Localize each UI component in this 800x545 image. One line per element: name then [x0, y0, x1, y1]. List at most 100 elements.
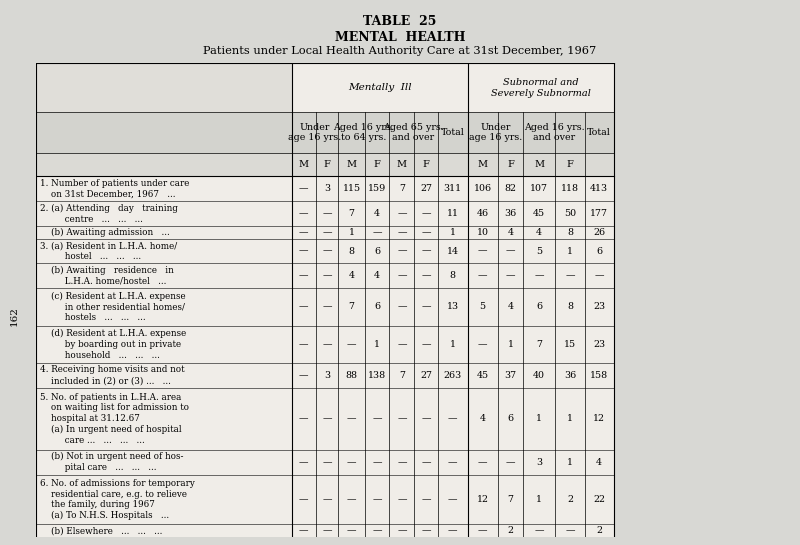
Text: 12: 12 [477, 495, 489, 504]
Bar [36, 112, 614, 153]
Text: 7: 7 [507, 495, 514, 504]
Text: —: — [478, 526, 487, 535]
Text: —: — [346, 458, 356, 467]
Text: 1: 1 [450, 340, 456, 349]
Text: 7: 7 [399, 371, 405, 380]
Text: 1: 1 [349, 228, 354, 237]
Text: —: — [372, 495, 382, 504]
Text: 4: 4 [596, 458, 602, 467]
Text: 7: 7 [536, 340, 542, 349]
Text: 413: 413 [590, 184, 608, 193]
Text: —: — [322, 495, 332, 504]
Text: —: — [299, 414, 309, 423]
Text: —: — [346, 414, 356, 423]
Text: F: F [566, 160, 574, 169]
Text: 6: 6 [596, 246, 602, 256]
Text: 118: 118 [561, 184, 579, 193]
Text: 3: 3 [536, 458, 542, 467]
Text: —: — [478, 246, 487, 256]
Text: Under
age 16 yrs.: Under age 16 yrs. [469, 123, 522, 142]
Text: 5. No. of patients in L.H.A. area
    on waiting list for admission to
    hospi: 5. No. of patients in L.H.A. area on wai… [40, 393, 189, 445]
Text: Mentally  Ill: Mentally Ill [348, 83, 411, 92]
Text: —: — [372, 526, 382, 535]
Text: M: M [346, 160, 357, 169]
Text: —: — [478, 458, 487, 467]
Text: 1. Number of patients under care
    on 31st December, 1967   ...: 1. Number of patients under care on 31st… [40, 179, 189, 199]
Text: —: — [322, 414, 332, 423]
Text: —: — [397, 271, 406, 280]
Text: —: — [322, 228, 332, 237]
Text: 1: 1 [374, 340, 380, 349]
Text: 13: 13 [446, 302, 458, 311]
Text: —: — [397, 414, 406, 423]
Text: 106: 106 [474, 184, 492, 193]
Text: 26: 26 [593, 228, 606, 237]
Text: —: — [448, 526, 458, 535]
Text: Aged 16 yrs.
and over: Aged 16 yrs. and over [524, 123, 585, 142]
Text: 177: 177 [590, 209, 608, 218]
Text: 1: 1 [507, 340, 514, 349]
Text: 50: 50 [564, 209, 576, 218]
Text: —: — [299, 495, 309, 504]
Text: Aged 65 yrs.
and over: Aged 65 yrs. and over [383, 123, 444, 142]
Text: —: — [299, 228, 309, 237]
Text: 2. (a) Attending   day   training
         centre   ...   ...   ...: 2. (a) Attending day training centre ...… [40, 204, 178, 223]
Text: —: — [506, 246, 515, 256]
Text: —: — [299, 184, 309, 193]
Text: 7: 7 [399, 184, 405, 193]
Text: —: — [299, 526, 309, 535]
Text: —: — [299, 302, 309, 311]
Text: (c) Resident at L.H.A. expense
         in other residential homes/
         hos: (c) Resident at L.H.A. expense in other … [40, 292, 186, 322]
Text: 46: 46 [477, 209, 489, 218]
Text: 11: 11 [446, 209, 458, 218]
Text: 23: 23 [593, 302, 606, 311]
Text: 2: 2 [507, 526, 514, 535]
Text: —: — [322, 340, 332, 349]
Text: 4: 4 [507, 302, 514, 311]
Text: 37: 37 [505, 371, 517, 380]
Text: 8: 8 [567, 302, 573, 311]
Text: —: — [322, 458, 332, 467]
Text: —: — [397, 228, 406, 237]
Text: —: — [421, 340, 430, 349]
Text: 2: 2 [567, 495, 573, 504]
Text: (b) Elsewhere   ...   ...   ...: (b) Elsewhere ... ... ... [40, 526, 162, 535]
Text: —: — [534, 271, 544, 280]
Text: 10: 10 [477, 228, 489, 237]
Text: 6: 6 [374, 246, 380, 256]
Text: (d) Resident at L.H.A. expense
         by boarding out in private
         hous: (d) Resident at L.H.A. expense by boardi… [40, 329, 186, 360]
Text: 27: 27 [420, 184, 432, 193]
Text: 6: 6 [536, 302, 542, 311]
Text: 5: 5 [480, 302, 486, 311]
Text: 27: 27 [420, 371, 432, 380]
Text: —: — [322, 246, 332, 256]
Text: 6: 6 [374, 302, 380, 311]
Text: —: — [421, 526, 430, 535]
Text: 158: 158 [590, 371, 608, 380]
Text: F: F [507, 160, 514, 169]
Text: —: — [299, 458, 309, 467]
Text: 4: 4 [374, 209, 380, 218]
Text: Total: Total [587, 128, 611, 137]
Text: —: — [421, 302, 430, 311]
Text: —: — [421, 246, 430, 256]
Text: Aged 16 yrs.
to 64 yrs.: Aged 16 yrs. to 64 yrs. [334, 123, 394, 142]
Text: 1: 1 [536, 414, 542, 423]
Text: 8: 8 [349, 246, 354, 256]
Text: 82: 82 [505, 184, 517, 193]
Text: —: — [299, 340, 309, 349]
Text: M: M [397, 160, 407, 169]
Text: —: — [397, 246, 406, 256]
Text: 115: 115 [342, 184, 361, 193]
Text: Subnormal and
Severely Subnormal: Subnormal and Severely Subnormal [490, 77, 590, 98]
Text: 3: 3 [324, 184, 330, 193]
Text: 5: 5 [536, 246, 542, 256]
Text: —: — [594, 271, 604, 280]
Text: —: — [397, 340, 406, 349]
Bar [36, 63, 614, 537]
Text: 2: 2 [596, 526, 602, 535]
Text: TABLE  25: TABLE 25 [363, 15, 437, 28]
Text: —: — [421, 209, 430, 218]
Text: —: — [346, 526, 356, 535]
Text: 22: 22 [594, 495, 606, 504]
